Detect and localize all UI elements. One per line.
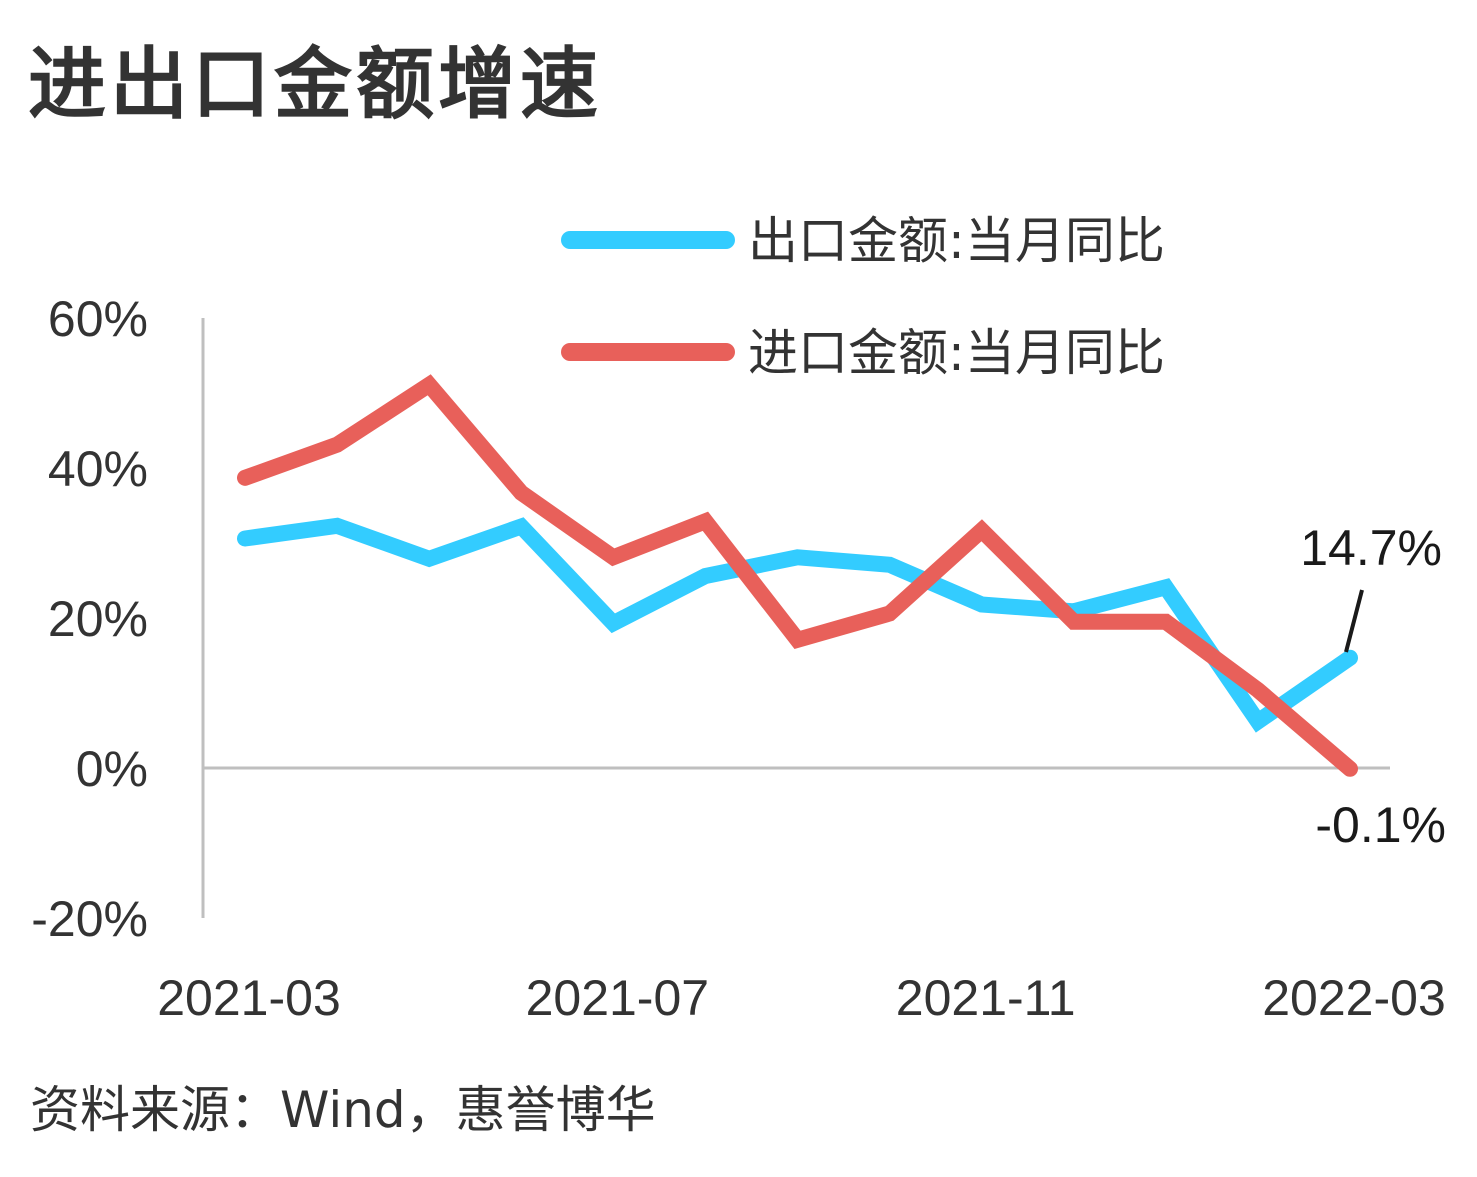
axes [201, 318, 1390, 918]
legend-label-export: 出口金额:当月同比 [748, 212, 1165, 270]
series-lines [237, 374, 1358, 777]
x-tick-label: 2021-07 [526, 970, 710, 1026]
x-tick-label: 2021-11 [896, 970, 1076, 1026]
annotation-leader-line [1344, 589, 1364, 653]
y-tick-label: -20% [31, 891, 148, 947]
source-note: 资料来源：Wind，惠誉博华 [30, 1081, 656, 1139]
annotations: 14.7% -0.1% [1300, 520, 1446, 853]
chart-title: 进出口金额增速 [28, 39, 603, 130]
y-tick-labels: 60% 40% 20% 0% -20% [31, 291, 148, 947]
y-tick-label: 0% [76, 741, 148, 797]
export-series-line [237, 517, 1358, 733]
y-tick-label: 20% [48, 591, 148, 647]
legend-label-import: 进口金额:当月同比 [748, 324, 1165, 382]
x-tick-labels: 2021-03 2021-07 2021-11 2022-03 [157, 970, 1446, 1026]
x-tick-label: 2021-03 [157, 970, 341, 1026]
annotation-import-last: -0.1% [1315, 797, 1446, 853]
import-series-line [237, 374, 1358, 777]
annotation-export-last: 14.7% [1300, 520, 1442, 576]
y-tick-label: 60% [48, 291, 148, 347]
x-tick-label: 2022-03 [1262, 970, 1446, 1026]
y-tick-label: 40% [48, 441, 148, 497]
